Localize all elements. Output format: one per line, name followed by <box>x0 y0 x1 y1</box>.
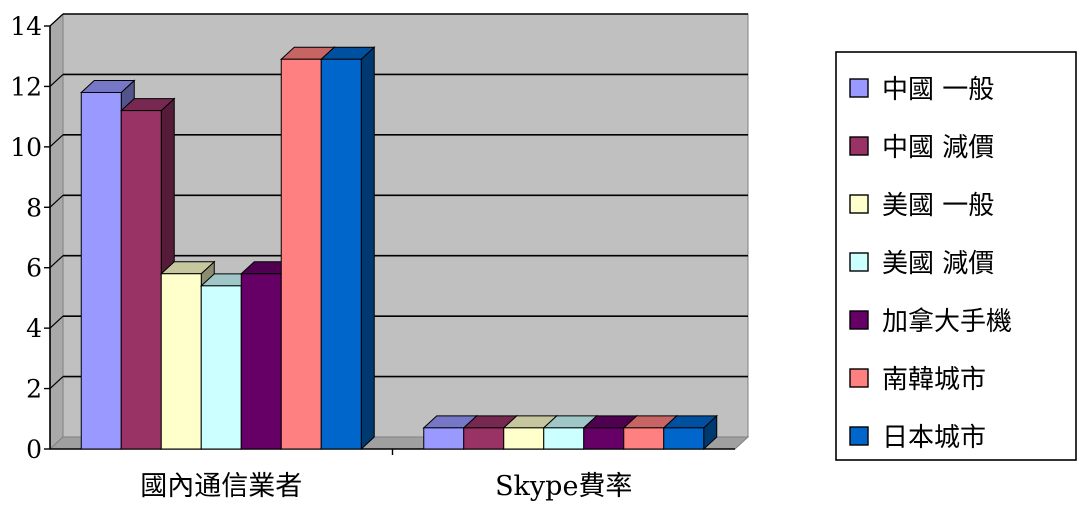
gridline-diagonal <box>49 255 64 269</box>
y-tick-label: 6 <box>26 254 42 283</box>
bar-front <box>463 427 505 450</box>
legend-swatch <box>849 136 869 156</box>
gridline-diagonal <box>49 376 64 390</box>
bar-front <box>623 427 665 450</box>
legend-label: 美國 減價 <box>882 249 994 279</box>
gridline-diagonal <box>49 73 64 87</box>
y-tick-label: 2 <box>26 375 42 404</box>
legend-swatch <box>849 194 869 214</box>
bar-front <box>423 427 465 450</box>
y-tick-label: 0 <box>26 435 42 464</box>
legend-box <box>835 51 1077 461</box>
bar <box>662 414 719 451</box>
legend-label: 加拿大手機 <box>882 307 1012 337</box>
bar-front <box>200 285 242 450</box>
legend-swatch <box>849 310 869 330</box>
bar-front <box>320 58 362 450</box>
x-category-label: 國內通信業者 <box>140 471 302 502</box>
y-tick-label: 4 <box>26 314 42 343</box>
bar-front <box>663 427 705 450</box>
legend-label: 南韓城市 <box>882 365 986 395</box>
legend-label: 美國 一般 <box>882 191 994 221</box>
legend-label: 日本城市 <box>882 423 986 453</box>
gridline-diagonal <box>49 315 64 329</box>
legend-label: 中國 一般 <box>882 75 994 105</box>
y-tick-label: 8 <box>26 193 42 222</box>
bar-front <box>160 273 202 450</box>
y-tick-label: 14 <box>10 12 42 41</box>
side-wall <box>49 12 64 451</box>
bar-front <box>583 427 625 450</box>
bar-front <box>280 58 322 450</box>
gridline-diagonal <box>49 134 64 148</box>
y-tick-label: 10 <box>10 133 42 162</box>
bar-front <box>543 427 585 450</box>
legend-swatch <box>849 426 869 446</box>
y-tick-label: 12 <box>10 72 42 101</box>
x-category-label: Skype費率 <box>495 471 632 502</box>
gridline-diagonal <box>49 13 64 27</box>
bar-front <box>120 110 162 450</box>
axes: 0 2 4 6 8 10 12 14 國內通信業者 Skype費率 <box>10 12 735 502</box>
legend-swatch <box>849 252 869 272</box>
legend-swatch <box>849 368 869 388</box>
bar-front <box>240 273 282 450</box>
bar-front <box>80 91 122 450</box>
bars <box>79 46 719 451</box>
bar-side <box>360 46 375 451</box>
legend-swatch <box>849 78 869 98</box>
bar-front <box>503 427 545 450</box>
bar <box>319 46 376 451</box>
legend-label: 中國 減價 <box>882 133 994 163</box>
gridline-diagonal <box>49 194 64 208</box>
